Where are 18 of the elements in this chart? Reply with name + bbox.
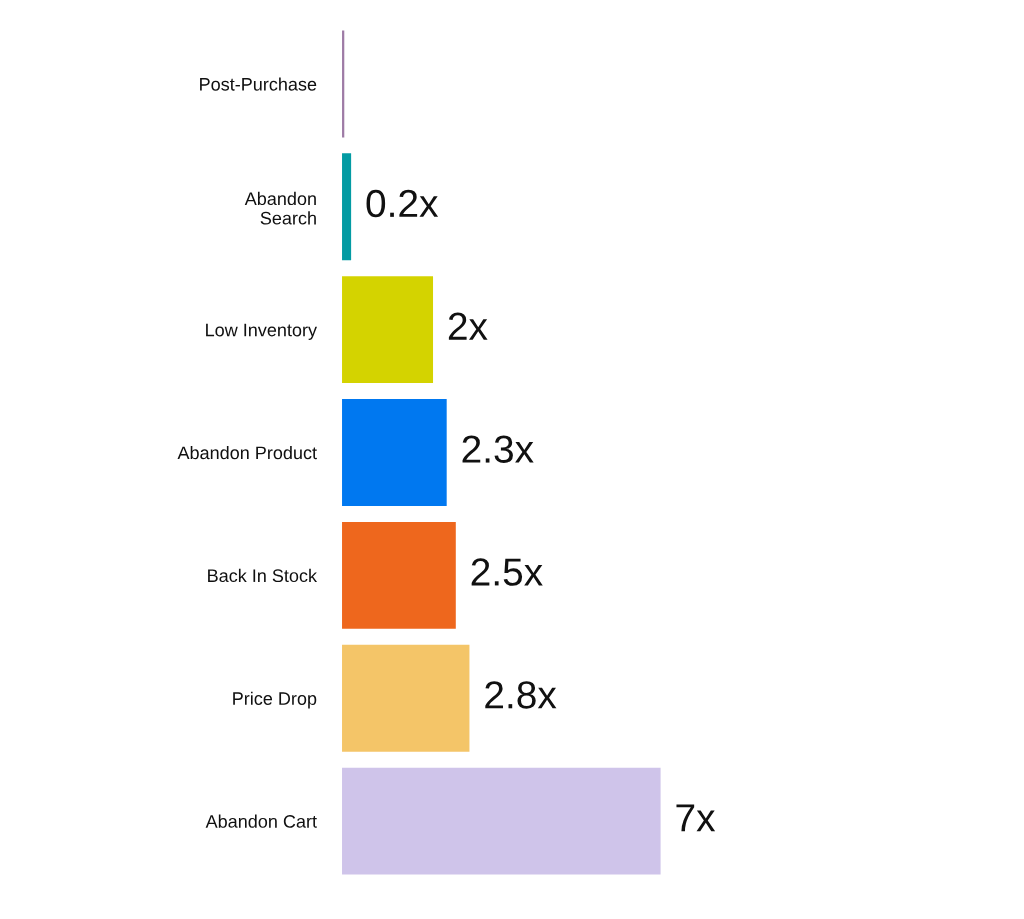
bar	[342, 521, 456, 629]
y-tick-label: Price Drop	[233, 691, 317, 709]
y-tick-label: Post-Purchase	[200, 77, 317, 91]
data-label: 2.3x	[462, 435, 534, 463]
data-label: 2.8x	[485, 681, 557, 709]
y-tick-label: Abandon Product	[177, 445, 317, 460]
y-tick-label: Back In Stock	[208, 568, 318, 583]
y-tick-label: Abandon Cart	[205, 814, 317, 828]
data-label: 2.5x	[471, 558, 543, 586]
data-label: 7x	[676, 804, 716, 832]
y-tick-label: Abandon Search	[244, 191, 316, 225]
data-label: 0.2x	[366, 189, 439, 218]
y-tick-label: Low Inventory	[206, 323, 317, 340]
bar	[342, 644, 470, 752]
bar	[342, 767, 661, 875]
data-label: 2x	[448, 312, 488, 340]
bar	[342, 399, 447, 506]
bar	[342, 276, 434, 384]
